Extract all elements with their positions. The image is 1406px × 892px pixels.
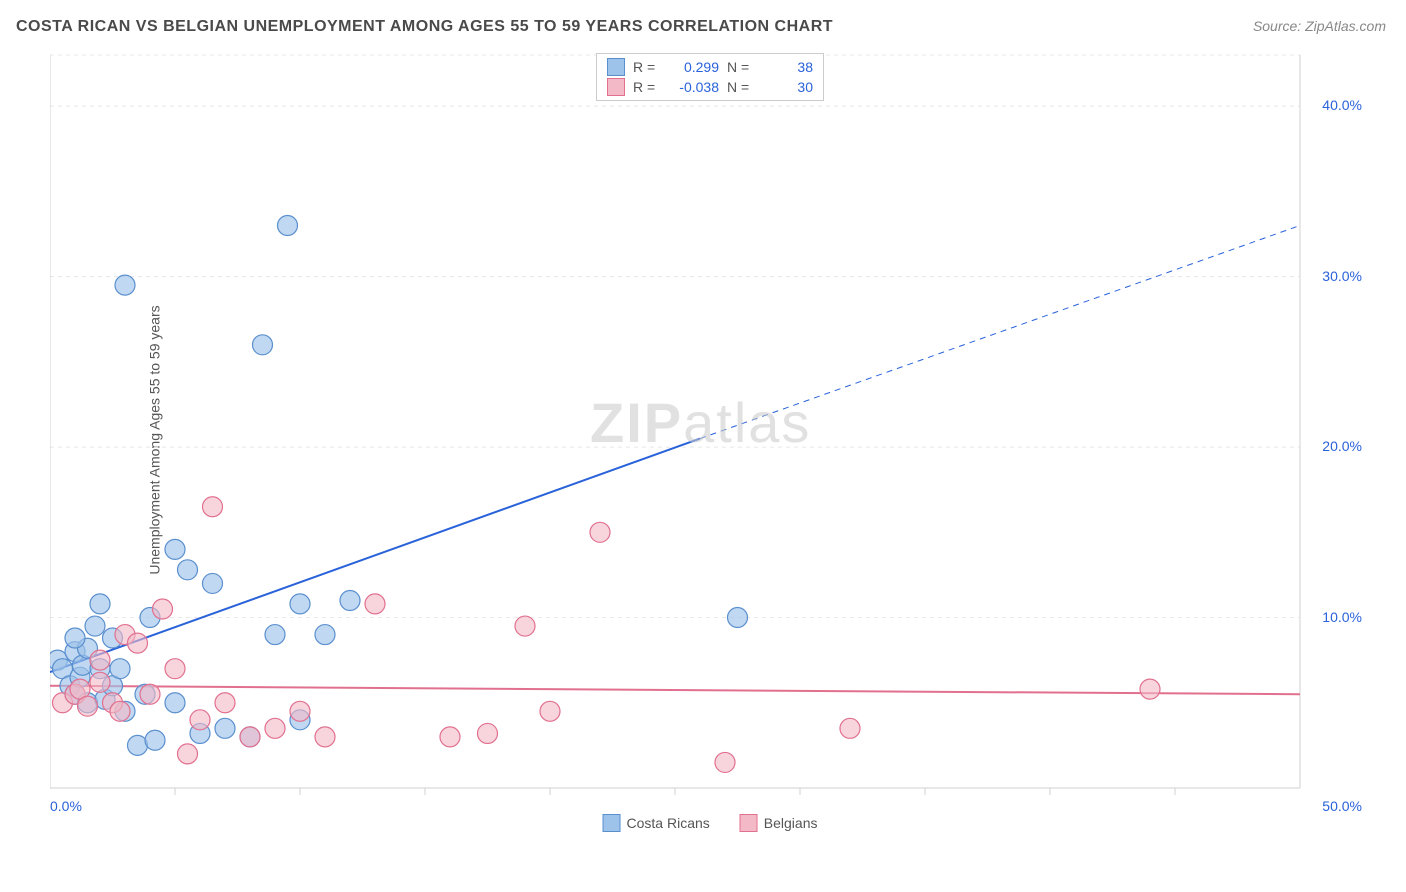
swatch-series-2 [607,78,625,96]
r-value-2: -0.038 [669,79,719,95]
swatch-series-2 [740,814,758,832]
r-label: R = [633,59,661,75]
y-tick-label: 30.0% [1322,268,1362,284]
r-label: R = [633,79,661,95]
legend-item-1: Costa Ricans [603,814,710,832]
x-tick-label: 0.0% [50,798,82,814]
n-label: N = [727,79,755,95]
legend-label-1: Costa Ricans [627,815,710,831]
scatter-plot [50,50,1370,830]
y-tick-label: 10.0% [1322,609,1362,625]
source-attribution: Source: ZipAtlas.com [1253,18,1386,34]
correlation-row-2: R = -0.038 N = 30 [607,78,813,96]
legend-label-2: Belgians [764,815,818,831]
n-value-1: 38 [763,59,813,75]
correlation-legend: R = 0.299 N = 38 R = -0.038 N = 30 [596,53,824,101]
source-prefix: Source: [1253,18,1305,34]
correlation-row-1: R = 0.299 N = 38 [607,58,813,76]
r-value-1: 0.299 [669,59,719,75]
x-tick-label: 50.0% [1322,798,1362,814]
source-name: ZipAtlas.com [1305,18,1386,34]
n-value-2: 30 [763,79,813,95]
chart-area: Unemployment Among Ages 55 to 59 years Z… [50,50,1370,830]
swatch-series-1 [603,814,621,832]
n-label: N = [727,59,755,75]
chart-title: COSTA RICAN VS BELGIAN UNEMPLOYMENT AMON… [16,18,833,36]
y-tick-label: 20.0% [1322,438,1362,454]
swatch-series-1 [607,58,625,76]
legend-item-2: Belgians [740,814,818,832]
series-legend: Costa Ricans Belgians [603,814,818,832]
y-tick-label: 40.0% [1322,97,1362,113]
